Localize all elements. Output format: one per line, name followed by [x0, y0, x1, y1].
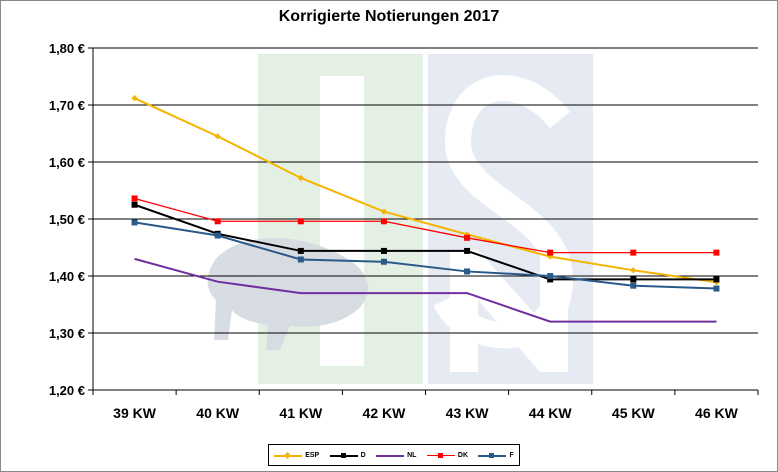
- x-tick-label: 41 KW: [279, 405, 323, 421]
- x-tick-label: 45 KW: [612, 405, 656, 421]
- point-f: [713, 285, 720, 292]
- y-tick-label: 1,60 €: [49, 155, 85, 170]
- gridlines: [93, 47, 758, 334]
- y-tick-label: 1,30 €: [49, 326, 85, 341]
- legend-swatch-dk: [426, 451, 455, 460]
- legend-item-dk: DK: [426, 451, 469, 460]
- series-group: [131, 95, 720, 323]
- y-tick-label: 1,80 €: [49, 41, 85, 56]
- series-line-esp: [134, 97, 717, 284]
- x-tick-label: 43 KW: [446, 405, 490, 421]
- legend-item-f: F: [478, 451, 514, 460]
- point-esp: [297, 174, 304, 182]
- point-esp: [131, 95, 138, 102]
- series-line-dk: [134, 197, 717, 254]
- x-tick-label: 44 KW: [529, 405, 573, 421]
- series-line-f: [134, 221, 717, 290]
- legend: ESP D NL DK F: [268, 444, 520, 466]
- point-f: [464, 268, 471, 275]
- legend-swatch-f: [478, 451, 507, 460]
- x-tick-label: 46 KW: [695, 405, 739, 421]
- point-esp: [630, 267, 637, 274]
- legend-swatch-nl: [376, 451, 405, 460]
- series-line-nl: [134, 257, 717, 323]
- chart-title: Korrigierte Notierungen 2017: [278, 8, 500, 25]
- y-tick-label: 1,40 €: [49, 269, 85, 284]
- point-dk: [630, 249, 637, 256]
- y-tick-labels: 1,20 € 1,30 € 1,40 € 1,50 € 1,60 € 1,70 € 1,80…: [49, 41, 85, 398]
- legend-item-d: D: [329, 451, 366, 460]
- point-d: [464, 247, 471, 254]
- point-d: [297, 247, 304, 254]
- point-d: [547, 276, 554, 283]
- x-tick-label: 39 KW: [113, 405, 157, 421]
- point-dk: [214, 218, 221, 225]
- legend-item-nl: NL: [376, 451, 416, 460]
- point-f: [297, 256, 304, 263]
- point-f: [214, 232, 221, 239]
- point-f: [131, 219, 138, 226]
- point-f: [547, 273, 554, 279]
- x-tick-labels: 39 KW 40 KW 41 KW 42 KW 43 KW 44 KW 45 KW 46 KW: [113, 405, 738, 421]
- y-tick-label: 1,50 €: [49, 212, 85, 227]
- point-dk: [464, 234, 471, 241]
- point-d: [713, 276, 720, 283]
- point-d: [380, 247, 387, 254]
- x-tick-label: 40 KW: [196, 405, 240, 421]
- legend-swatch-esp: [274, 451, 303, 460]
- y-tick-label: 1,20 €: [49, 383, 85, 398]
- point-f: [380, 258, 387, 265]
- x-tick-label: 42 KW: [363, 405, 407, 421]
- point-d: [630, 276, 637, 283]
- point-f: [630, 282, 637, 289]
- legend-label-esp: ESP: [305, 451, 320, 459]
- point-dk: [131, 195, 138, 202]
- point-dk: [547, 249, 554, 256]
- legend-label-f: F: [509, 451, 514, 459]
- legend-swatch-d: [329, 451, 358, 460]
- legend-label-dk: DK: [457, 451, 469, 459]
- watermark-letter-n: [450, 250, 568, 372]
- axes: [88, 47, 759, 395]
- watermark-pig-silhouette: [207, 238, 369, 350]
- legend-label-nl: NL: [407, 451, 417, 459]
- point-dk: [380, 218, 387, 225]
- point-d: [131, 201, 138, 208]
- legend-label-d: D: [360, 451, 366, 459]
- legend-item-esp: ESP: [274, 451, 319, 460]
- point-dk: [713, 249, 720, 256]
- y-tick-label: 1,70 €: [49, 98, 85, 113]
- point-dk: [297, 218, 304, 225]
- series-line-d: [134, 203, 717, 281]
